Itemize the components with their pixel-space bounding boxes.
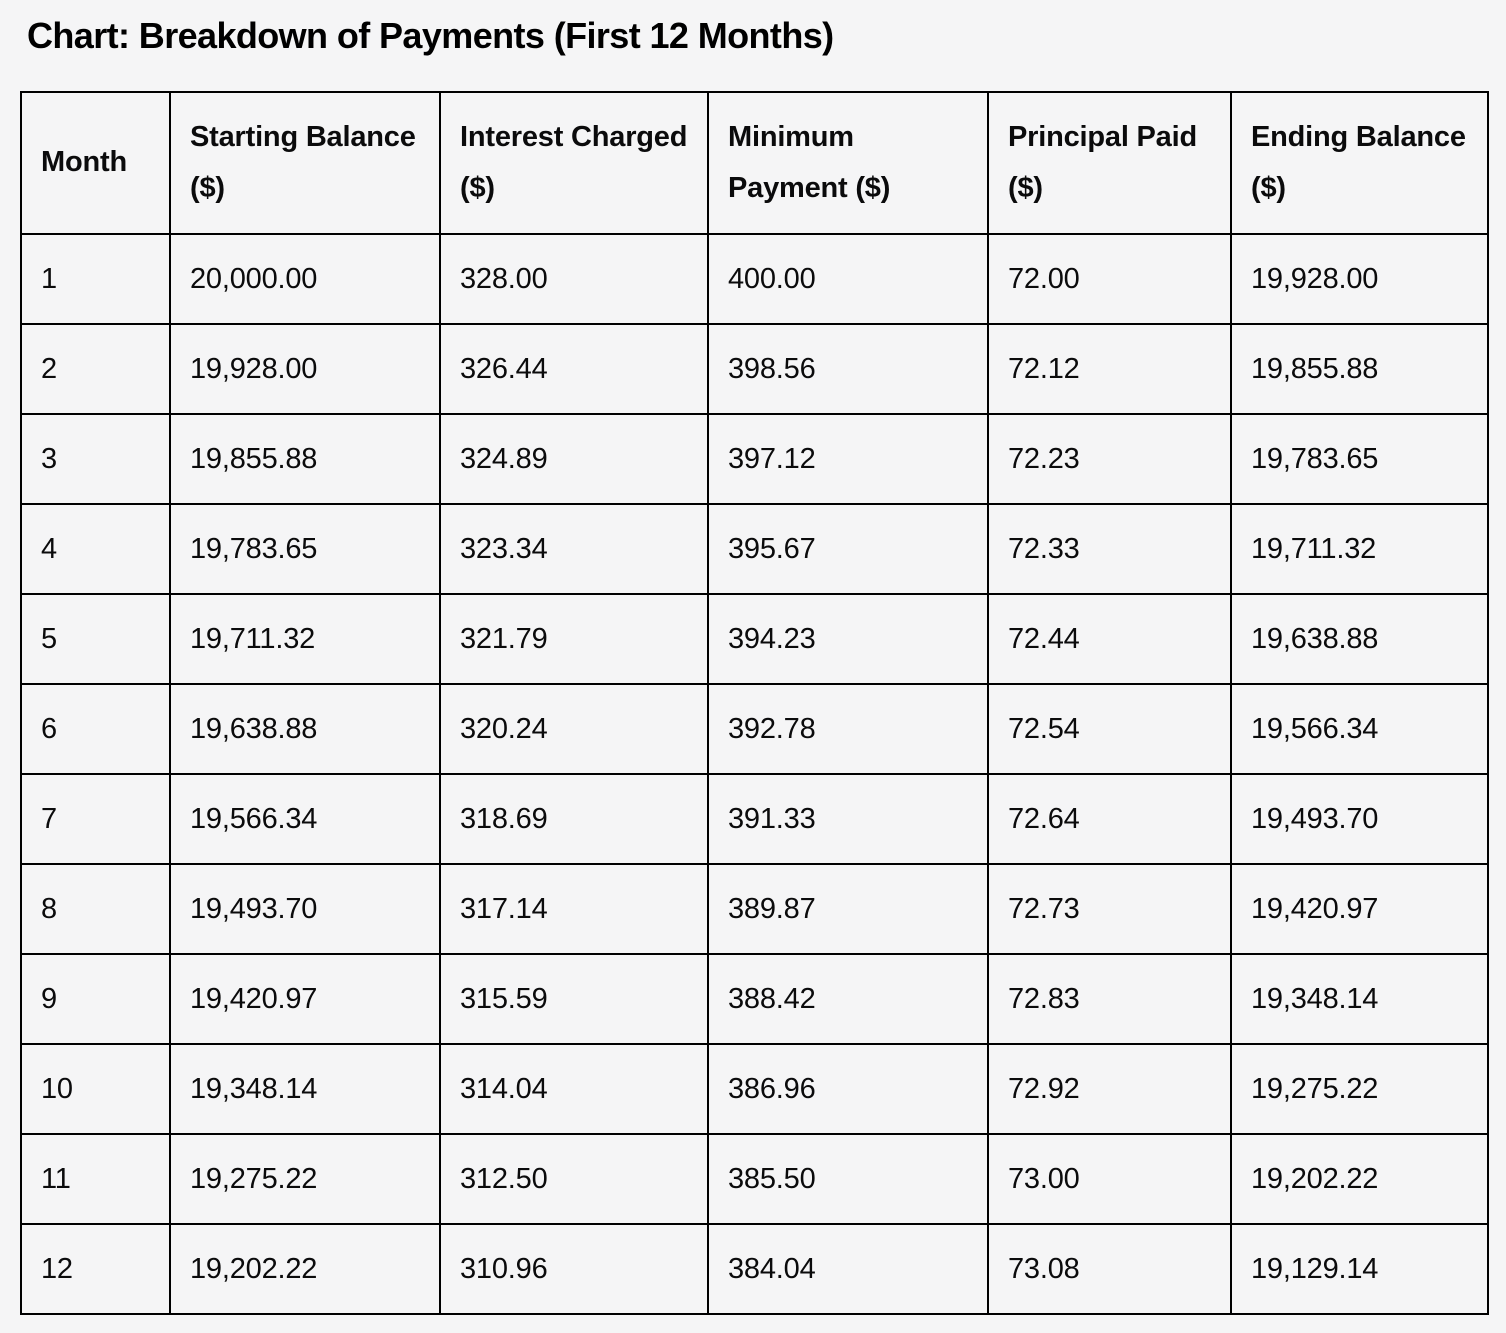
cell-starting-balance: 19,566.34 <box>169 773 441 866</box>
cell-month: 12 <box>20 1223 171 1316</box>
column-header-principal-paid: Principal Paid ($) <box>987 91 1232 236</box>
cell-month: 5 <box>20 593 171 686</box>
cell-ending-balance: 19,638.88 <box>1230 593 1489 686</box>
cell-ending-balance: 19,928.00 <box>1230 233 1489 326</box>
cell-minimum-payment: 385.50 <box>707 1133 989 1226</box>
cell-minimum-payment: 395.67 <box>707 503 989 596</box>
column-header-month: Month <box>20 91 171 236</box>
cell-principal-paid: 72.92 <box>987 1043 1232 1136</box>
payments-table-body: 1 20,000.00 328.00 400.00 72.00 19,928.00 2 19,… <box>20 233 1489 1316</box>
cell-interest-charged: 317.14 <box>439 863 709 956</box>
cell-principal-paid: 72.83 <box>987 953 1232 1046</box>
cell-interest-charged: 310.96 <box>439 1223 709 1316</box>
cell-principal-paid: 72.33 <box>987 503 1232 596</box>
cell-month: 4 <box>20 503 171 596</box>
cell-minimum-payment: 394.23 <box>707 593 989 686</box>
cell-ending-balance: 19,783.65 <box>1230 413 1489 506</box>
cell-minimum-payment: 391.33 <box>707 773 989 866</box>
table-row: 4 19,783.65 323.34 395.67 72.33 19,711.32 <box>20 503 1489 596</box>
cell-starting-balance: 19,711.32 <box>169 593 441 686</box>
table-row: 10 19,348.14 314.04 386.96 72.92 19,275.22 <box>20 1043 1489 1136</box>
column-header-ending-balance: Ending Balance ($) <box>1230 91 1489 236</box>
cell-starting-balance: 19,275.22 <box>169 1133 441 1226</box>
column-header-interest-charged: Interest Charged ($) <box>439 91 709 236</box>
table-row: 9 19,420.97 315.59 388.42 72.83 19,348.14 <box>20 953 1489 1046</box>
cell-principal-paid: 72.64 <box>987 773 1232 866</box>
cell-ending-balance: 19,420.97 <box>1230 863 1489 956</box>
column-header-starting-balance: Starting Balance ($) <box>169 91 441 236</box>
table-row: 3 19,855.88 324.89 397.12 72.23 19,783.65 <box>20 413 1489 506</box>
table-row: 7 19,566.34 318.69 391.33 72.64 19,493.70 <box>20 773 1489 866</box>
table-row: 11 19,275.22 312.50 385.50 73.00 19,202.22 <box>20 1133 1489 1226</box>
cell-ending-balance: 19,275.22 <box>1230 1043 1489 1136</box>
cell-month: 9 <box>20 953 171 1046</box>
cell-starting-balance: 19,202.22 <box>169 1223 441 1316</box>
cell-ending-balance: 19,711.32 <box>1230 503 1489 596</box>
cell-minimum-payment: 398.56 <box>707 323 989 416</box>
cell-starting-balance: 19,783.65 <box>169 503 441 596</box>
cell-month: 3 <box>20 413 171 506</box>
cell-minimum-payment: 388.42 <box>707 953 989 1046</box>
cell-starting-balance: 19,348.14 <box>169 1043 441 1136</box>
cell-month: 7 <box>20 773 171 866</box>
cell-month: 10 <box>20 1043 171 1136</box>
page-title: Chart: Breakdown of Payments (First 12 M… <box>27 15 834 56</box>
cell-starting-balance: 19,638.88 <box>169 683 441 776</box>
cell-ending-balance: 19,348.14 <box>1230 953 1489 1046</box>
cell-minimum-payment: 389.87 <box>707 863 989 956</box>
cell-minimum-payment: 400.00 <box>707 233 989 326</box>
table-row: 5 19,711.32 321.79 394.23 72.44 19,638.88 <box>20 593 1489 686</box>
cell-starting-balance: 19,928.00 <box>169 323 441 416</box>
cell-ending-balance: 19,202.22 <box>1230 1133 1489 1226</box>
cell-minimum-payment: 386.96 <box>707 1043 989 1136</box>
payments-table: Month Starting Balance ($) Interest Char… <box>20 91 1489 1316</box>
cell-principal-paid: 72.73 <box>987 863 1232 956</box>
cell-month: 11 <box>20 1133 171 1226</box>
cell-interest-charged: 328.00 <box>439 233 709 326</box>
table-row: 12 19,202.22 310.96 384.04 73.08 19,129.14 <box>20 1223 1489 1316</box>
cell-minimum-payment: 384.04 <box>707 1223 989 1316</box>
cell-ending-balance: 19,493.70 <box>1230 773 1489 866</box>
column-header-minimum-payment: Minimum Payment ($) <box>707 91 989 236</box>
cell-month: 2 <box>20 323 171 416</box>
cell-minimum-payment: 397.12 <box>707 413 989 506</box>
cell-interest-charged: 315.59 <box>439 953 709 1046</box>
cell-interest-charged: 312.50 <box>439 1133 709 1226</box>
cell-interest-charged: 324.89 <box>439 413 709 506</box>
cell-interest-charged: 326.44 <box>439 323 709 416</box>
cell-principal-paid: 72.12 <box>987 323 1232 416</box>
cell-starting-balance: 19,420.97 <box>169 953 441 1046</box>
cell-month: 8 <box>20 863 171 956</box>
cell-interest-charged: 320.24 <box>439 683 709 776</box>
cell-principal-paid: 72.54 <box>987 683 1232 776</box>
cell-principal-paid: 73.00 <box>987 1133 1232 1226</box>
cell-ending-balance: 19,129.14 <box>1230 1223 1489 1316</box>
cell-month: 1 <box>20 233 171 326</box>
cell-principal-paid: 72.23 <box>987 413 1232 506</box>
table-row: 1 20,000.00 328.00 400.00 72.00 19,928.00 <box>20 233 1489 326</box>
cell-ending-balance: 19,566.34 <box>1230 683 1489 776</box>
table-row: 8 19,493.70 317.14 389.87 72.73 19,420.97 <box>20 863 1489 956</box>
cell-interest-charged: 318.69 <box>439 773 709 866</box>
cell-starting-balance: 19,855.88 <box>169 413 441 506</box>
cell-interest-charged: 314.04 <box>439 1043 709 1136</box>
table-header-row: Month Starting Balance ($) Interest Char… <box>20 91 1489 236</box>
cell-interest-charged: 323.34 <box>439 503 709 596</box>
cell-month: 6 <box>20 683 171 776</box>
table-row: 6 19,638.88 320.24 392.78 72.54 19,566.34 <box>20 683 1489 776</box>
cell-starting-balance: 19,493.70 <box>169 863 441 956</box>
cell-starting-balance: 20,000.00 <box>169 233 441 326</box>
cell-principal-paid: 72.44 <box>987 593 1232 686</box>
cell-interest-charged: 321.79 <box>439 593 709 686</box>
cell-principal-paid: 73.08 <box>987 1223 1232 1316</box>
cell-minimum-payment: 392.78 <box>707 683 989 776</box>
cell-principal-paid: 72.00 <box>987 233 1232 326</box>
table-row: 2 19,928.00 326.44 398.56 72.12 19,855.88 <box>20 323 1489 416</box>
cell-ending-balance: 19,855.88 <box>1230 323 1489 416</box>
